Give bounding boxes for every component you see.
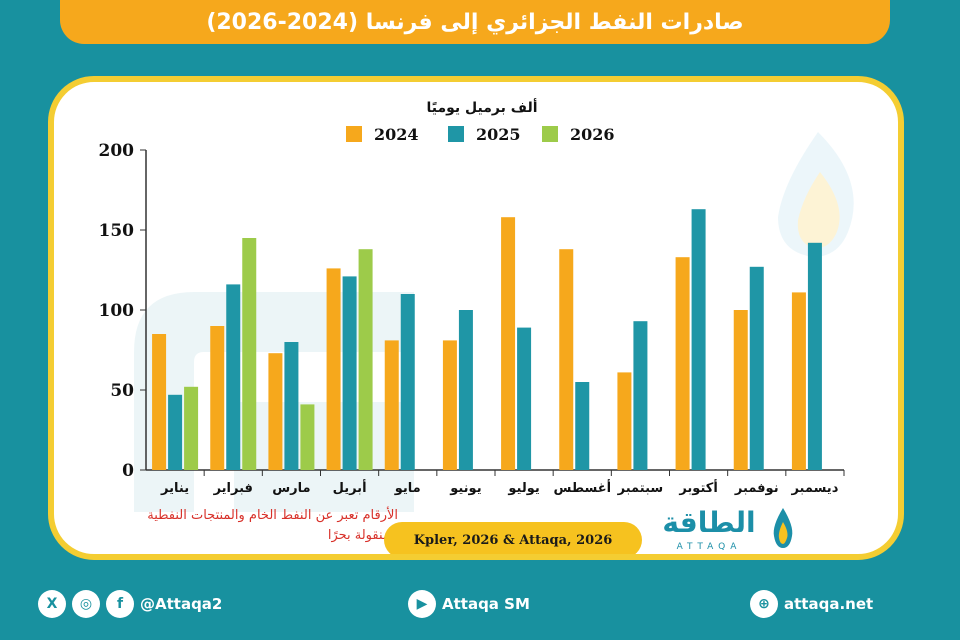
bar-2025: [284, 342, 299, 470]
bar-2024: [617, 372, 632, 470]
y-tick-label: 150: [99, 221, 135, 241]
instagram-icon[interactable]: ◎: [72, 590, 100, 618]
x-tick-label: أبريل: [333, 479, 367, 496]
source-badge: Kpler, 2026 & Attaqa, 2026: [384, 522, 642, 554]
youtube-channel[interactable]: Attaqa SM: [442, 595, 530, 613]
x-tick-label: أكتوبر: [678, 479, 717, 496]
logo-arabic-text: الطاقة: [662, 506, 756, 539]
y-tick-label: 200: [99, 141, 135, 161]
unit-label: ألف برميل يوميًا: [427, 98, 538, 116]
chart-title: صادرات النفط الجزائري إلى فرنسا (2024-20…: [206, 9, 744, 35]
x-tick-label: يناير: [160, 481, 189, 496]
legend-swatch-2025: [448, 126, 464, 142]
bar-2026: [242, 238, 257, 470]
y-tick-label: 50: [110, 381, 134, 401]
y-tick-label: 100: [99, 301, 135, 321]
bar-2024: [675, 257, 690, 470]
title-banner: صادرات النفط الجزائري إلى فرنسا (2024-20…: [60, 0, 890, 44]
chart-card: 0 50 100 150 200 ألف برميل يوميًا 2024 2025 2026…: [48, 76, 904, 560]
bar-2024: [559, 249, 574, 470]
bar-2024: [152, 334, 167, 470]
bar-2024: [791, 292, 806, 470]
legend-label-2024: 2024: [374, 125, 419, 144]
youtube-group: ▶ Attaqa SM: [408, 586, 530, 622]
bar-2024: [501, 217, 516, 470]
website-link[interactable]: attaqa.net: [784, 595, 874, 613]
bar-2024: [384, 340, 399, 470]
attaqa-logo: الطاقة ATTAQA: [650, 504, 800, 554]
bar-2024: [442, 340, 457, 470]
globe-icon[interactable]: ⊕: [750, 590, 778, 618]
x-tick-label: نوفمبر: [734, 481, 779, 496]
x-icon[interactable]: X: [38, 590, 66, 618]
facebook-icon[interactable]: f: [106, 590, 134, 618]
x-tick-label: ديسمبر: [790, 481, 838, 496]
bar-2025: [226, 284, 241, 470]
x-tick-label: يوليو: [507, 481, 539, 496]
x-tick-label: يونيو: [449, 481, 481, 496]
bar-2025: [749, 266, 764, 470]
x-tick-label: مايو: [394, 481, 421, 496]
bar-2024: [268, 353, 283, 470]
bar-2025: [342, 276, 357, 470]
bar-2025: [168, 394, 183, 470]
bar-2025: [575, 382, 590, 470]
x-tick-label: سبتمبر: [617, 481, 664, 496]
footer: X ◎ f @Attaqa2 ▶ Attaqa SM ⊕ attaqa.net: [0, 586, 960, 626]
bar-2025: [691, 209, 706, 470]
x-tick-label: أغسطس: [553, 479, 611, 496]
x-tick-label: مارس: [272, 481, 310, 496]
y-tick-label: 0: [122, 461, 134, 481]
website-group: ⊕ attaqa.net: [750, 586, 873, 622]
legend-swatch-2024: [346, 126, 362, 142]
youtube-icon[interactable]: ▶: [408, 590, 436, 618]
bar-2024: [733, 310, 748, 470]
bar-2024: [326, 268, 341, 470]
bar-2025: [633, 321, 648, 470]
bar-2026: [300, 404, 315, 470]
bar-2025: [458, 310, 473, 470]
bar-2025: [400, 294, 415, 470]
x-tick-label: فبراير: [213, 481, 253, 496]
bar-2026: [184, 386, 199, 470]
social-handle[interactable]: @Attaqa2: [140, 595, 223, 613]
bar-chart: 0 50 100 150 200 ألف برميل يوميًا 2024 2025 2026…: [99, 98, 845, 496]
flame-watermark-icon: [778, 132, 854, 257]
bar-2025: [517, 327, 532, 470]
drop-icon: [773, 508, 793, 548]
source-text: Kpler, 2026 & Attaqa, 2026: [413, 532, 613, 548]
bar-2025: [807, 242, 822, 470]
footnote: الأرقام تعبر عن النفط الخام والمنتجات ال…: [147, 508, 398, 543]
legend-label-2026: 2026: [570, 125, 615, 144]
bar-2026: [358, 249, 373, 470]
legend-label-2025: 2025: [476, 125, 521, 144]
logo-latin-text: ATTAQA: [676, 542, 742, 552]
bar-2024: [210, 326, 225, 470]
social-group: X ◎ f @Attaqa2: [38, 586, 222, 622]
legend-swatch-2026: [542, 126, 558, 142]
